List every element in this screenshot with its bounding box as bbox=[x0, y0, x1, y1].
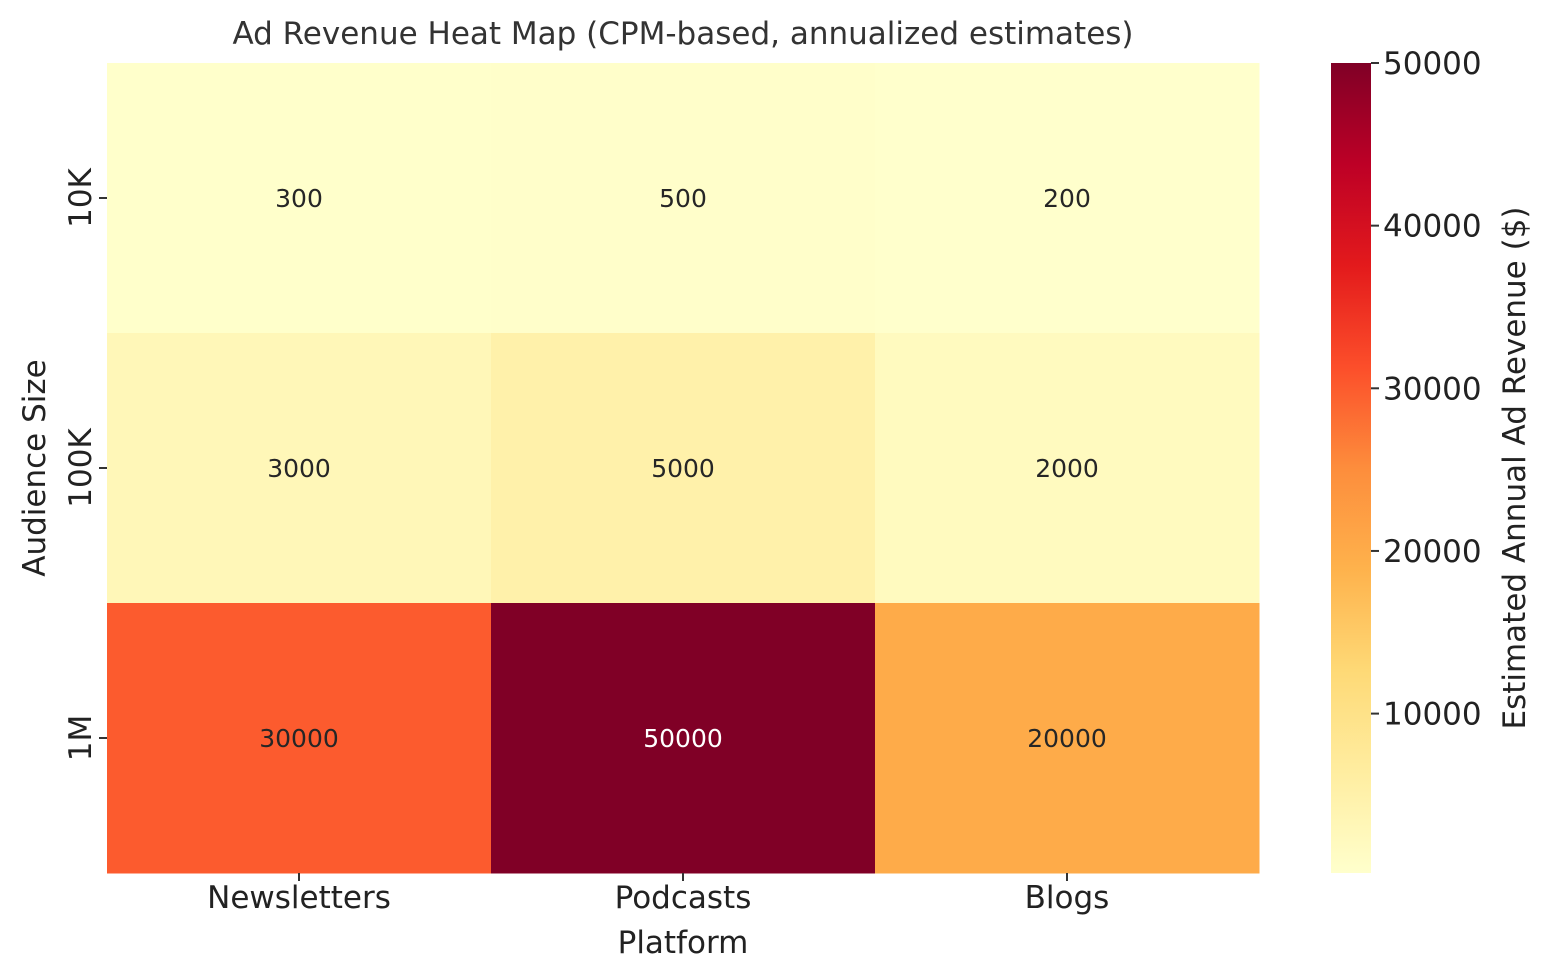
y-tick-label: 10K bbox=[63, 167, 99, 227]
colorbar-tick-label: 10000 bbox=[1383, 697, 1482, 733]
x-axis-label: Platform bbox=[618, 925, 749, 961]
colorbar-label: Estimated Annual Ad Revenue ($) bbox=[1497, 206, 1533, 729]
colorbar-tick-label: 30000 bbox=[1383, 371, 1482, 407]
cell-value-label: 500 bbox=[659, 184, 707, 213]
chart-title: Ad Revenue Heat Map (CPM-based, annualiz… bbox=[232, 16, 1133, 52]
heatmap-cell bbox=[875, 333, 1260, 604]
x-tick-label: Newsletters bbox=[207, 880, 391, 916]
heatmap-cell bbox=[875, 603, 1260, 874]
heatmap-cell bbox=[107, 603, 492, 874]
cell-value-label: 200 bbox=[1043, 184, 1091, 213]
colorbar-ticks: 10000 20000 30000 40000 50000 bbox=[1371, 46, 1482, 733]
heatmap-cell bbox=[107, 333, 492, 604]
heatmap-cell bbox=[491, 333, 876, 604]
y-axis-ticks: 10K 100K 1M bbox=[63, 167, 107, 761]
colorbar-tick-label: 50000 bbox=[1383, 46, 1482, 82]
cell-value-label: 5000 bbox=[651, 454, 715, 483]
heatmap-cell bbox=[107, 63, 492, 334]
heatmap-cell bbox=[875, 63, 1260, 334]
y-tick-label: 100K bbox=[63, 428, 99, 508]
heatmap-cell bbox=[491, 603, 876, 874]
cell-value-label: 2000 bbox=[1035, 454, 1099, 483]
cell-value-label: 50000 bbox=[643, 724, 723, 753]
x-tick-label: Blogs bbox=[1025, 880, 1110, 916]
y-axis-label: Audience Size bbox=[17, 359, 53, 576]
cell-value-label: 20000 bbox=[1027, 724, 1107, 753]
colorbar-tick-label: 40000 bbox=[1383, 209, 1482, 245]
heatmap-cells: 300 500 200 3000 5000 2000 30000 50000 20000 bbox=[107, 63, 1260, 874]
heatmap-cell bbox=[491, 63, 876, 334]
y-tick-label: 1M bbox=[63, 715, 99, 761]
cell-value-label: 300 bbox=[275, 184, 323, 213]
x-tick-label: Podcasts bbox=[615, 880, 752, 916]
x-axis-ticks: Newsletters Podcasts Blogs bbox=[207, 873, 1109, 916]
colorbar-tick-label: 20000 bbox=[1383, 534, 1482, 570]
cell-value-label: 30000 bbox=[259, 724, 339, 753]
colorbar bbox=[1331, 63, 1371, 873]
cell-value-label: 3000 bbox=[267, 454, 331, 483]
